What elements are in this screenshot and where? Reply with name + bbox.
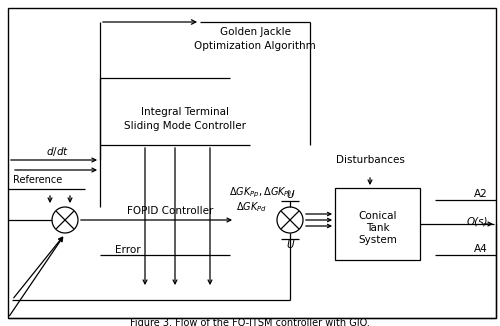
Text: Integral Terminal: Integral Terminal <box>141 107 229 117</box>
Text: O(s): O(s) <box>466 217 488 227</box>
Text: U: U <box>286 240 294 250</box>
Text: Reference: Reference <box>14 175 62 185</box>
Text: A4: A4 <box>474 244 488 254</box>
Bar <box>335 188 420 260</box>
Text: Error: Error <box>115 245 140 255</box>
Text: FOPID Controller: FOPID Controller <box>127 206 213 216</box>
Text: $\Delta GK_{Pp}, \Delta GK_{Pi},$: $\Delta GK_{Pp}, \Delta GK_{Pi},$ <box>230 186 294 200</box>
Text: Tank: Tank <box>366 223 390 233</box>
Text: Sliding Mode Controller: Sliding Mode Controller <box>124 121 246 131</box>
Text: $d/dt$: $d/dt$ <box>46 145 70 158</box>
Text: U: U <box>286 190 294 200</box>
Text: Disturbances: Disturbances <box>336 155 404 165</box>
Text: A2: A2 <box>474 189 488 199</box>
Text: Optimization Algorithm: Optimization Algorithm <box>194 41 316 51</box>
Text: System: System <box>358 235 397 245</box>
Text: Figure 3. Flow of the FO-ITSM controller with GJO.: Figure 3. Flow of the FO-ITSM controller… <box>130 318 370 326</box>
Text: Conical: Conical <box>358 211 397 221</box>
Text: $\Delta GK_{Pd}$: $\Delta GK_{Pd}$ <box>236 200 268 214</box>
Text: Golden Jackle: Golden Jackle <box>220 27 290 37</box>
